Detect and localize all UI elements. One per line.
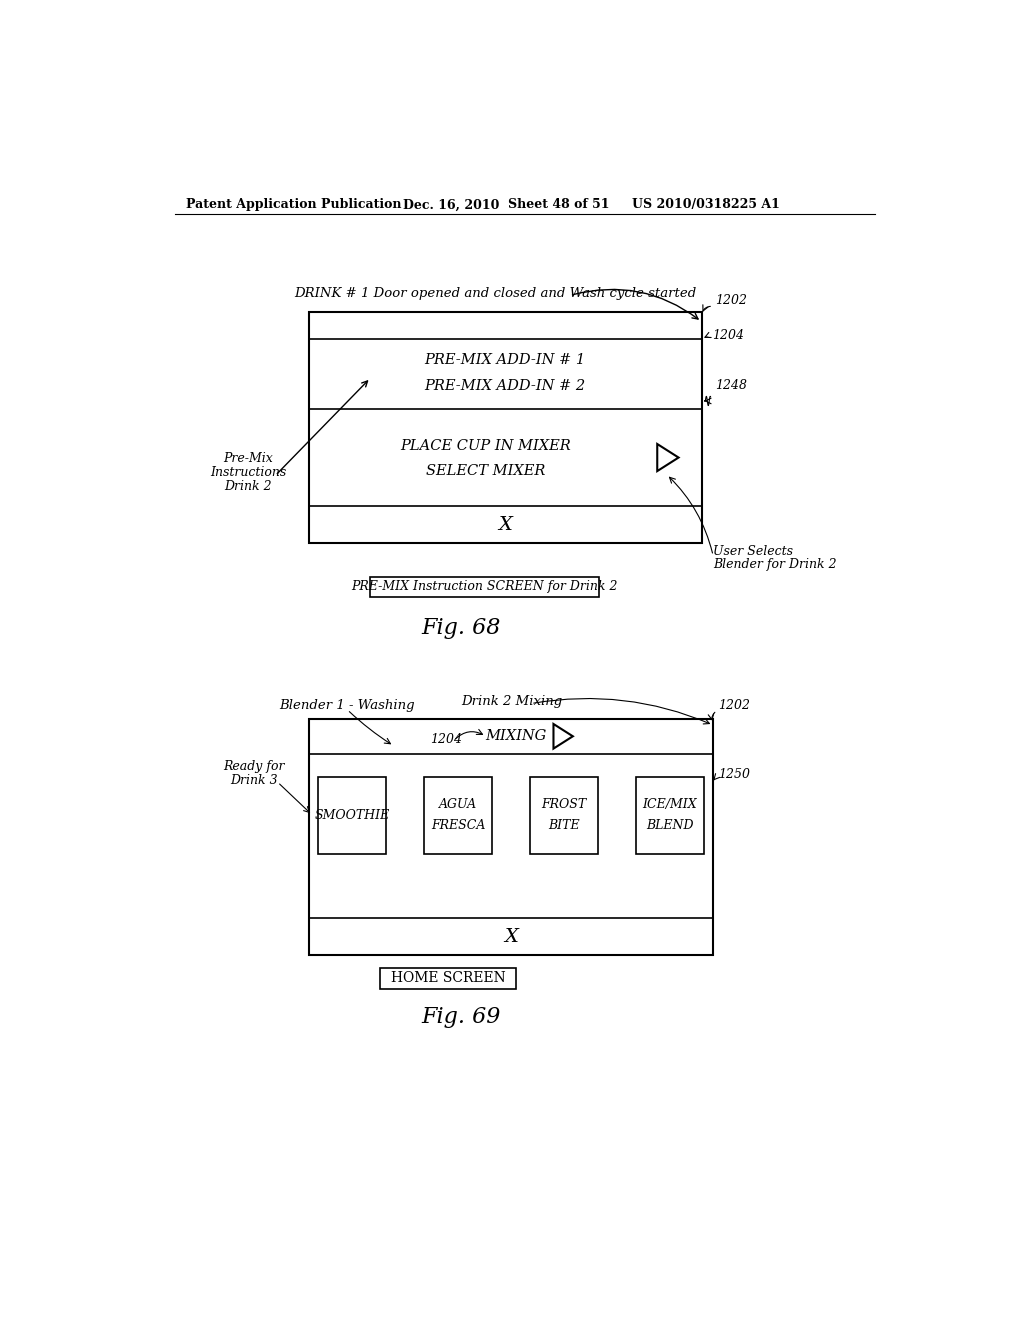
- Bar: [529, 776, 598, 854]
- Text: US 2010/0318225 A1: US 2010/0318225 A1: [632, 198, 779, 211]
- Text: DRINK # 1 Door opened and closed and Wash cycle started: DRINK # 1 Door opened and closed and Was…: [295, 286, 697, 300]
- Text: SELECT MIXER: SELECT MIXER: [426, 465, 546, 478]
- Text: 1202: 1202: [716, 294, 748, 308]
- Text: Blender for Drink 2: Blender for Drink 2: [713, 558, 837, 572]
- Text: Instructions: Instructions: [210, 466, 287, 479]
- Text: AGUA
FRESCA: AGUA FRESCA: [431, 799, 485, 832]
- Text: FROST
BITE: FROST BITE: [541, 799, 587, 832]
- Text: HOME SCREEN: HOME SCREEN: [391, 972, 506, 986]
- Text: Drink 3: Drink 3: [230, 774, 279, 787]
- Text: PRE-MIX ADD-IN # 1: PRE-MIX ADD-IN # 1: [425, 354, 586, 367]
- Text: Pre-Mix: Pre-Mix: [223, 453, 273, 465]
- Text: ICE/MIX
BLEND: ICE/MIX BLEND: [642, 799, 697, 832]
- Text: Drink 2 Mixing: Drink 2 Mixing: [461, 694, 562, 708]
- Bar: [424, 776, 492, 854]
- Text: 1250: 1250: [719, 768, 751, 781]
- Text: Fig. 68: Fig. 68: [422, 618, 501, 639]
- Text: Ready for: Ready for: [223, 760, 285, 774]
- Polygon shape: [554, 723, 572, 748]
- Bar: [380, 968, 516, 989]
- Text: 1202: 1202: [719, 698, 751, 711]
- Bar: [308, 719, 713, 956]
- Text: PRE-MIX ADD-IN # 2: PRE-MIX ADD-IN # 2: [425, 379, 586, 392]
- Bar: [308, 313, 701, 544]
- Text: Drink 2: Drink 2: [224, 480, 272, 492]
- Text: Patent Application Publication: Patent Application Publication: [186, 198, 401, 211]
- Text: PRE-MIX Instruction SCREEN for Drink 2: PRE-MIX Instruction SCREEN for Drink 2: [351, 579, 617, 593]
- Bar: [371, 577, 599, 597]
- Text: X: X: [504, 928, 518, 946]
- Text: Sheet 48 of 51: Sheet 48 of 51: [508, 198, 609, 211]
- Text: Blender 1 - Washing: Blender 1 - Washing: [280, 698, 415, 711]
- Text: MIXING: MIXING: [485, 729, 546, 743]
- Text: X: X: [498, 516, 512, 533]
- Text: 1248: 1248: [716, 379, 748, 392]
- Text: User Selects: User Selects: [713, 545, 794, 557]
- Text: Fig. 69: Fig. 69: [422, 1006, 501, 1028]
- Polygon shape: [657, 444, 679, 471]
- Text: PLACE CUP IN MIXER: PLACE CUP IN MIXER: [400, 440, 571, 453]
- Text: 1204: 1204: [430, 733, 462, 746]
- Bar: [636, 776, 703, 854]
- Text: 1204: 1204: [713, 329, 744, 342]
- Text: Dec. 16, 2010: Dec. 16, 2010: [403, 198, 500, 211]
- Text: SMOOTHIE: SMOOTHIE: [314, 809, 389, 822]
- Bar: [317, 776, 386, 854]
